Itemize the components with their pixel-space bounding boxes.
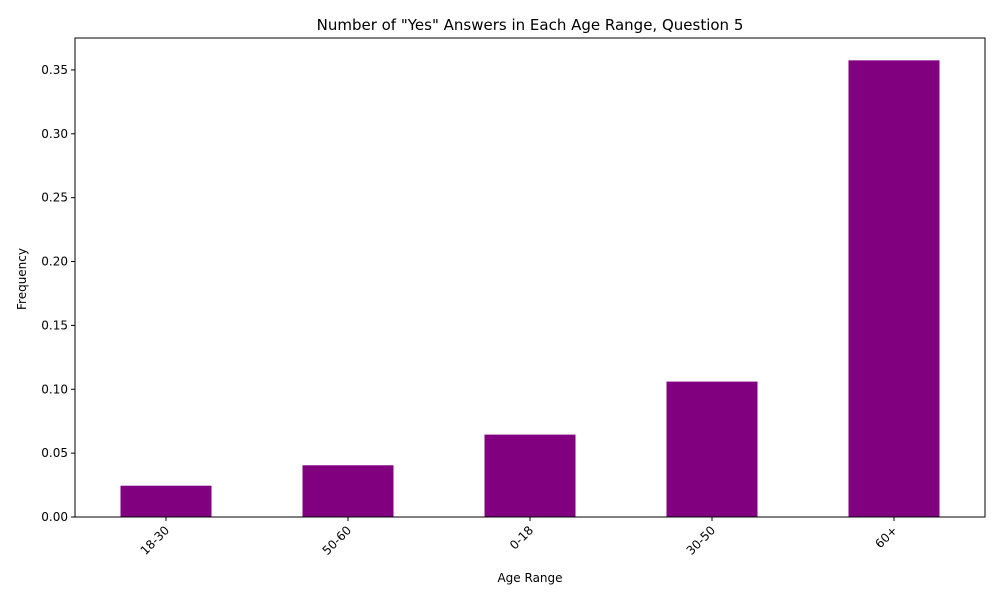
y-axis-label: Frequency	[15, 248, 29, 310]
y-axis-ticks: 0.00 0.05 0.10 0.15 0.20 0.25 0.30 0.35	[41, 63, 75, 524]
bar-18-30	[120, 485, 212, 517]
y-tick-label: 0.35	[41, 63, 68, 77]
y-tick-label: 0.10	[41, 382, 68, 396]
y-tick-label: 0.25	[41, 191, 68, 205]
x-tick-label: 0-18	[507, 523, 536, 552]
bars-group	[120, 60, 940, 517]
y-tick-label: 0.05	[41, 446, 68, 460]
bar-50-60	[302, 465, 394, 517]
x-tick-label: 60+	[872, 523, 900, 551]
bar-0-18	[484, 434, 576, 517]
plot-frame	[74, 37, 986, 518]
y-tick-label: 0.15	[41, 318, 68, 332]
x-tick-label: 18-30	[138, 523, 173, 558]
y-tick-label: 0.30	[41, 127, 68, 141]
bar-60+	[848, 60, 940, 517]
x-axis-ticks: 18-30 50-60 0-18 30-50 60+	[138, 517, 900, 558]
chart-title: Number of "Yes" Answers in Each Age Rang…	[317, 16, 744, 34]
bar-30-50	[666, 381, 758, 517]
x-axis-label: Age Range	[497, 571, 562, 585]
y-tick-label: 0.20	[41, 255, 68, 269]
x-tick-label: 30-50	[684, 523, 719, 558]
x-tick-label: 50-60	[320, 523, 355, 558]
y-tick-label: 0.00	[41, 510, 68, 524]
